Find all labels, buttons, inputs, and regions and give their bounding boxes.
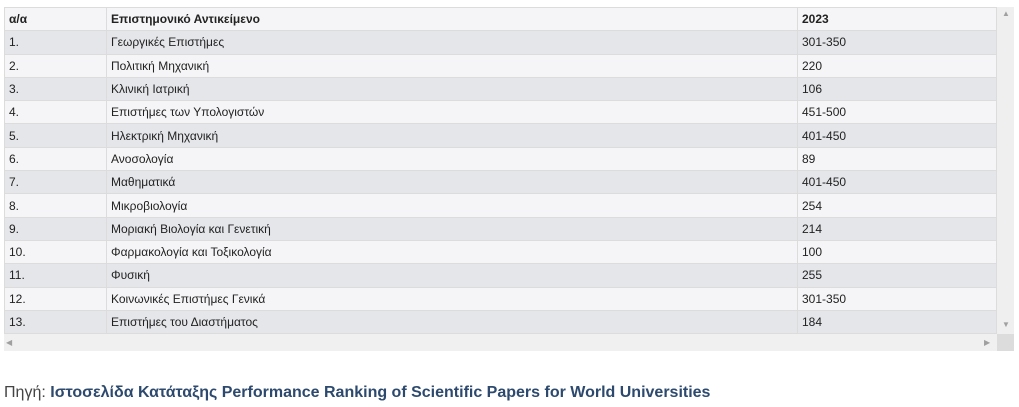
cell-rank: 184 (797, 309, 997, 334)
cell-rank: 451-500 (797, 100, 997, 125)
cell-index: 11. (4, 263, 107, 288)
source-line: Πηγή: Ιστοσελίδα Κατάταξης Performance R… (4, 384, 710, 402)
cell-subject: Κοινωνικές Επιστήμες Γενικά (106, 286, 798, 311)
cell-subject: Μοριακή Βιολογία και Γενετική (106, 216, 798, 241)
header-year: 2023 (797, 7, 997, 32)
table-row: 6. Ανοσολογία 89 (4, 146, 997, 172)
table-scroll-area[interactable]: α/α Επιστημονικό Αντικείμενο 2023 1. Γεωρ… (4, 7, 997, 334)
cell-index: 3. (4, 76, 107, 102)
table-row: 4. Επιστήμες των Υπολογιστών 451-500 (4, 100, 997, 125)
table-row: 5. Ηλεκτρική Μηχανική 401-450 (4, 123, 997, 148)
cell-rank: 255 (797, 263, 997, 288)
cell-index: 5. (4, 123, 107, 148)
cell-index: 1. (4, 30, 107, 55)
horizontal-scrollbar[interactable]: ◀ ▶ (4, 334, 997, 351)
header-subject: Επιστημονικό Αντικείμενο (106, 7, 798, 32)
table-header-row: α/α Επιστημονικό Αντικείμενο 2023 (4, 7, 997, 32)
cell-index: 13. (4, 309, 107, 334)
source-label: Πηγή: (4, 384, 46, 401)
cell-index: 8. (4, 193, 107, 218)
source-link[interactable]: Ιστοσελίδα Κατάταξης Performance Ranking… (50, 384, 711, 401)
scroll-left-icon[interactable]: ◀ (6, 338, 13, 347)
cell-subject: Γεωργικές Επιστήμες (106, 30, 798, 55)
cell-rank: 220 (797, 53, 997, 78)
cell-rank: 301-350 (797, 286, 997, 311)
table-container: α/α Επιστημονικό Αντικείμενο 2023 1. Γεωρ… (4, 7, 1014, 351)
cell-index: 9. (4, 216, 107, 241)
scroll-down-icon[interactable]: ▼ (1002, 320, 1010, 329)
table-row: 11. Φυσική 255 (4, 263, 997, 288)
ranking-table: α/α Επιστημονικό Αντικείμενο 2023 1. Γεωρ… (4, 7, 997, 334)
cell-rank: 254 (797, 193, 997, 218)
table-row: 13. Επιστήμες του Διαστήματος 184 (4, 309, 997, 334)
cell-index: 7. (4, 170, 107, 195)
table-row: 10. Φαρμακολογία και Τοξικολογία 100 (4, 239, 997, 265)
scroll-up-icon[interactable]: ▲ (1002, 9, 1010, 18)
vertical-scrollbar[interactable]: ▲ ▼ (997, 7, 1014, 334)
cell-subject: Φυσική (106, 263, 798, 288)
cell-subject: Επιστήμες του Διαστήματος (106, 309, 798, 334)
cell-subject: Φαρμακολογία και Τοξικολογία (106, 239, 798, 265)
cell-rank: 106 (797, 76, 997, 102)
cell-subject: Κλινική Ιατρική (106, 76, 798, 102)
cell-rank: 89 (797, 146, 997, 172)
table-row: 9. Μοριακή Βιολογία και Γενετική 214 (4, 216, 997, 241)
cell-subject: Μαθηματικά (106, 170, 798, 195)
table-row: 8. Μικροβιολογία 254 (4, 193, 997, 218)
scrollbar-corner (997, 334, 1014, 351)
cell-subject: Ηλεκτρική Μηχανική (106, 123, 798, 148)
header-index: α/α (4, 7, 107, 32)
table-row: 2. Πολιτική Μηχανική 220 (4, 53, 997, 78)
cell-rank: 301-350 (797, 30, 997, 55)
table-row: 12. Κοινωνικές Επιστήμες Γενικά 301-350 (4, 286, 997, 311)
scroll-right-icon[interactable]: ▶ (984, 338, 991, 347)
cell-index: 2. (4, 53, 107, 78)
cell-index: 6. (4, 146, 107, 172)
table-row: 7. Μαθηματικά 401-450 (4, 170, 997, 195)
cell-subject: Ανοσολογία (106, 146, 798, 172)
cell-subject: Επιστήμες των Υπολογιστών (106, 100, 798, 125)
cell-index: 4. (4, 100, 107, 125)
cell-rank: 401-450 (797, 123, 997, 148)
table-row: 1. Γεωργικές Επιστήμες 301-350 (4, 30, 997, 55)
cell-rank: 401-450 (797, 170, 997, 195)
cell-index: 10. (4, 239, 107, 265)
cell-rank: 100 (797, 239, 997, 265)
cell-rank: 214 (797, 216, 997, 241)
cell-subject: Μικροβιολογία (106, 193, 798, 218)
cell-subject: Πολιτική Μηχανική (106, 53, 798, 78)
table-row: 3. Κλινική Ιατρική 106 (4, 76, 997, 102)
cell-index: 12. (4, 286, 107, 311)
